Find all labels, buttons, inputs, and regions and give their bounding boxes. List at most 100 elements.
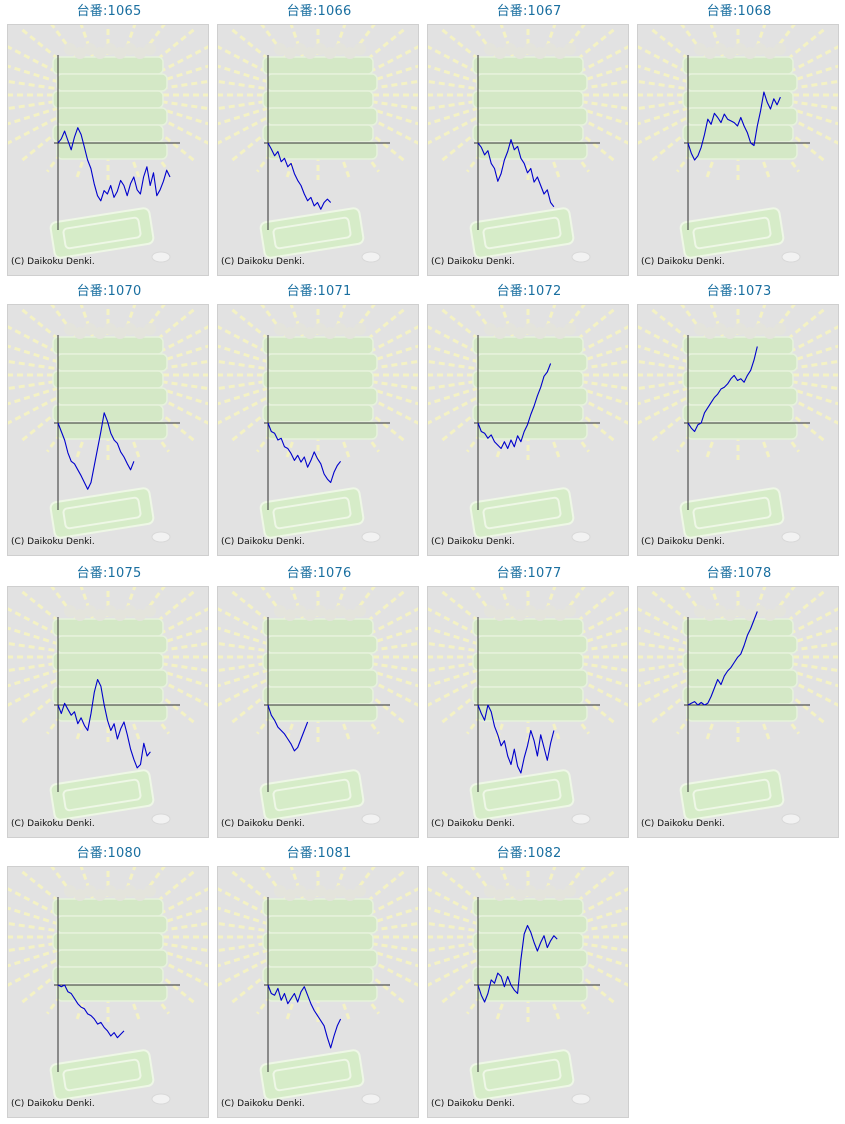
copyright-label: (C) Daikoku Denki.: [221, 1099, 305, 1109]
copyright-label: (C) Daikoku Denki.: [221, 819, 305, 829]
chart-panel: 台番:1067 (C) Daikoku Denki.: [427, 2, 631, 276]
chart-svg: [8, 305, 208, 543]
chart-area: (C) Daikoku Denki.: [637, 586, 839, 838]
chart-area: (C) Daikoku Denki.: [637, 304, 839, 556]
series-line: [57, 984, 125, 1039]
chart-title: 台番:1070: [76, 284, 142, 299]
chart-svg: [638, 25, 838, 263]
chart-svg: [428, 867, 628, 1105]
copyright-label: (C) Daikoku Denki.: [221, 257, 305, 267]
background-art: [428, 25, 628, 263]
background-art: [8, 867, 208, 1105]
series-line: [687, 91, 781, 161]
chart-panel: 台番:1066 (C) Daikoku Denki.: [217, 2, 421, 276]
background-art: [218, 25, 418, 263]
background-art: [428, 305, 628, 543]
copyright-label: (C) Daikoku Denki.: [641, 257, 725, 267]
copyright-label: (C) Daikoku Denki.: [431, 1099, 515, 1109]
chart-panel: 台番:1077 (C) Daikoku Denki.: [427, 564, 631, 838]
background-art: [638, 305, 838, 543]
chart-area: (C) Daikoku Denki.: [7, 304, 209, 556]
copyright-label: (C) Daikoku Denki.: [11, 819, 95, 829]
chart-area: (C) Daikoku Denki.: [7, 586, 209, 838]
series-line: [267, 142, 332, 210]
chart-title: 台番:1080: [76, 846, 142, 861]
copyright-label: (C) Daikoku Denki.: [11, 1099, 95, 1109]
copyright-label: (C) Daikoku Denki.: [641, 819, 725, 829]
chart-panel: 台番:1065 (C) Daikoku Denki.: [7, 2, 211, 276]
chart-area: (C) Daikoku Denki.: [217, 24, 419, 276]
series-line: [57, 678, 151, 769]
chart-svg: [428, 305, 628, 543]
chart-area: (C) Daikoku Denki.: [427, 866, 629, 1118]
chart-area: (C) Daikoku Denki.: [7, 866, 209, 1118]
background-art: [8, 587, 208, 825]
copyright-label: (C) Daikoku Denki.: [641, 537, 725, 547]
chart-area: (C) Daikoku Denki.: [7, 24, 209, 276]
chart-title: 台番:1081: [286, 846, 352, 861]
series-line: [477, 924, 558, 1003]
chart-svg: [218, 867, 418, 1105]
chart-title: 台番:1068: [706, 4, 772, 19]
chart-title: 台番:1071: [286, 284, 352, 299]
chart-svg: [8, 587, 208, 825]
series-line: [57, 127, 171, 202]
chart-panel: 台番:1075 (C) Daikoku Denki.: [7, 564, 211, 838]
background-art: [428, 587, 628, 825]
chart-title: 台番:1077: [496, 566, 562, 581]
chart-area: (C) Daikoku Denki.: [637, 24, 839, 276]
chart-title: 台番:1073: [706, 284, 772, 299]
chart-title: 台番:1075: [76, 566, 142, 581]
chart-panel: 台番:1073 (C) Daikoku Denki.: [637, 282, 841, 556]
chart-area: (C) Daikoku Denki.: [427, 24, 629, 276]
chart-area: (C) Daikoku Denki.: [217, 866, 419, 1118]
copyright-label: (C) Daikoku Denki.: [431, 537, 515, 547]
chart-svg: [218, 587, 418, 825]
chart-panel: 台番:1071 (C) Daikoku Denki.: [217, 282, 421, 556]
chart-title: 台番:1076: [286, 566, 352, 581]
chart-title: 台番:1072: [496, 284, 562, 299]
chart-area: (C) Daikoku Denki.: [427, 304, 629, 556]
series-line: [477, 363, 552, 450]
chart-svg: [218, 25, 418, 263]
series-line: [267, 984, 342, 1049]
chart-panel: 台番:1072 (C) Daikoku Denki.: [427, 282, 631, 556]
series-line: [477, 139, 555, 208]
copyright-label: (C) Daikoku Denki.: [11, 537, 95, 547]
chart-panel: 台番:1076 (C) Daikoku Denki.: [217, 564, 421, 838]
chart-svg: [8, 867, 208, 1105]
chart-panel: 台番:1081 (C) Daikoku Denki.: [217, 844, 421, 1118]
series-line: [477, 704, 555, 774]
chart-svg: [638, 305, 838, 543]
series-line: [267, 704, 309, 752]
background-art: [8, 305, 208, 543]
background-art: [428, 867, 628, 1105]
series-line: [687, 611, 758, 706]
background-art: [218, 305, 418, 543]
background-art: [638, 587, 838, 825]
chart-title: 台番:1067: [496, 4, 562, 19]
series-line: [57, 412, 135, 490]
chart-title: 台番:1078: [706, 566, 772, 581]
background-art: [218, 587, 418, 825]
chart-svg: [428, 587, 628, 825]
chart-area: (C) Daikoku Denki.: [217, 304, 419, 556]
background-art: [218, 867, 418, 1105]
copyright-label: (C) Daikoku Denki.: [431, 257, 515, 267]
copyright-label: (C) Daikoku Denki.: [431, 819, 515, 829]
series-line: [687, 346, 758, 433]
series-line: [267, 422, 342, 484]
chart-svg: [428, 25, 628, 263]
chart-title: 台番:1065: [76, 4, 142, 19]
chart-area: (C) Daikoku Denki.: [217, 586, 419, 838]
chart-svg: [218, 305, 418, 543]
chart-area: (C) Daikoku Denki.: [427, 586, 629, 838]
background-art: [638, 25, 838, 263]
copyright-label: (C) Daikoku Denki.: [221, 537, 305, 547]
chart-panel: 台番:1078 (C) Daikoku Denki.: [637, 564, 841, 838]
chart-panel: 台番:1080 (C) Daikoku Denki.: [7, 844, 211, 1118]
chart-svg: [638, 587, 838, 825]
chart-panel: 台番:1070 (C) Daikoku Denki.: [7, 282, 211, 556]
chart-svg: [8, 25, 208, 263]
chart-panel: 台番:1082 (C) Daikoku Denki.: [427, 844, 631, 1118]
